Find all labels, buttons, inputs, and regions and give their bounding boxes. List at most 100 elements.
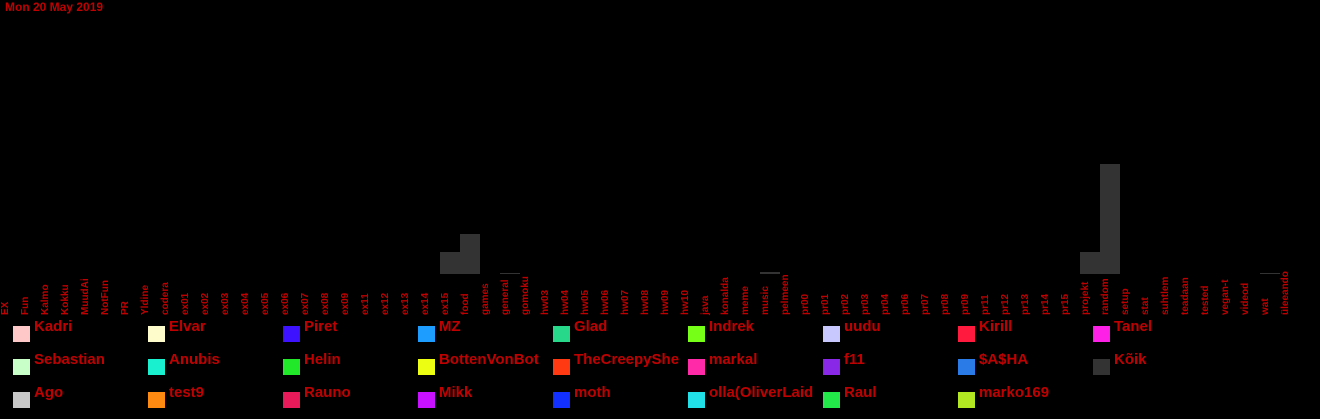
tick-label-pelmeen: pelmeen — [780, 274, 791, 315]
tick-label-food: food — [460, 293, 471, 315]
legend-item: Rauno — [283, 384, 418, 408]
legend: Kadri Elvar Piret MZ Glad Indrek uudu Kirill Tan… — [0, 318, 1320, 418]
legend-item: Raul — [823, 384, 958, 408]
tick-label-NotFun: NotFun — [100, 280, 111, 315]
legend-label: test9 — [169, 384, 205, 401]
tick-label-hw05: hw05 — [580, 290, 591, 315]
chart-date: Mon 20 May 2019 — [5, 0, 104, 14]
legend-swatch — [13, 359, 30, 375]
tick-label-pr01: pr01 — [820, 293, 831, 315]
tick-label-teadaan: teadaan — [1180, 277, 1191, 315]
legend-swatch — [148, 392, 165, 408]
legend-swatch — [283, 326, 300, 342]
tick-label-random: random — [1100, 278, 1111, 315]
tick-label-codera: codera — [160, 282, 171, 315]
tick-label-hw04: hw04 — [560, 290, 571, 315]
legend-swatch — [148, 326, 165, 342]
legend-swatch — [823, 392, 840, 408]
bar-chart: EX Fun Kalmo Kokku MuudAi NotFun PR Yldine coder… — [0, 164, 1291, 316]
legend-swatch — [958, 359, 975, 375]
legend-label: f11 — [844, 351, 865, 368]
legend-swatch — [688, 359, 705, 375]
legend-label: BottenVonBot — [439, 351, 539, 368]
legend-swatch — [418, 359, 435, 375]
legend-label: Glad — [574, 318, 608, 335]
legend-label: Piret — [304, 318, 338, 335]
tick-label-meme: meme — [740, 286, 751, 315]
legend-label: MZ — [439, 318, 461, 335]
legend-swatch — [553, 359, 570, 375]
legend-item: f11 — [823, 351, 958, 375]
tick-label-ex01: ex01 — [180, 292, 191, 315]
legend-item: moth — [553, 384, 688, 408]
legend-label: $A$HA — [979, 351, 1029, 368]
tick-label-Kokku: Kokku — [60, 284, 71, 315]
legend-label: Rauno — [304, 384, 351, 401]
legend-label: Helin — [304, 351, 341, 368]
tick-label-ex05: ex05 — [260, 292, 271, 315]
legend-label: TheCreepyShe — [574, 351, 680, 368]
tick-label-hw06: hw06 — [600, 290, 611, 315]
legend-swatch — [688, 326, 705, 342]
legend-item: Ago — [13, 384, 148, 408]
tick-label-hw07: hw07 — [620, 290, 631, 315]
tick-label-ex12: ex12 — [380, 292, 391, 315]
legend-swatch — [283, 359, 300, 375]
legend-item: uudu — [823, 318, 958, 342]
legend-item: Indrek — [688, 318, 823, 342]
legend-item: $A$HA — [958, 351, 1093, 375]
bar-ex15 — [440, 252, 460, 274]
legend-swatch — [13, 326, 30, 342]
legend-label: markal — [709, 351, 758, 368]
tick-label-pr00: pr00 — [800, 293, 811, 315]
tick-label-pr12: pr12 — [1000, 293, 1011, 315]
tick-label-ex04: ex04 — [240, 292, 251, 315]
tick-label-music: music — [760, 286, 771, 315]
tick-label-pr09: pr09 — [960, 293, 971, 315]
legend-label: Anubis — [169, 351, 220, 368]
legend-swatch — [418, 326, 435, 342]
tick-label-Yldine: Yldine — [140, 285, 151, 315]
legend-label: Tanel — [1114, 318, 1153, 335]
tick-label-ex08: ex08 — [320, 292, 331, 315]
legend-swatch — [553, 392, 570, 408]
legend-label: Elvar — [169, 318, 206, 335]
tick-label-pr14: pr14 — [1040, 293, 1051, 315]
tick-label-konalda: konalda — [720, 277, 731, 315]
tick-label-pr06: pr06 — [900, 293, 911, 315]
legend-item: Glad — [553, 318, 688, 342]
bar-food — [460, 234, 480, 274]
tick-label-pr02: pr02 — [840, 293, 851, 315]
tick-label-ex06: ex06 — [280, 292, 291, 315]
legend-swatch — [13, 392, 30, 408]
legend-item: TheCreepyShe — [553, 351, 688, 375]
legend-label: Kirill — [979, 318, 1013, 335]
legend-item: olla(OliverLaid — [688, 384, 823, 408]
tick-label-projekt: projekt — [1080, 281, 1091, 315]
tick-label-Fun: Fun — [20, 297, 31, 315]
tick-label-videod: videod — [1240, 283, 1251, 315]
legend-swatch — [1093, 326, 1110, 342]
legend-item: markal — [688, 351, 823, 375]
legend-swatch — [1093, 359, 1110, 375]
bar-general — [500, 273, 520, 274]
legend-label: Mikk — [439, 384, 473, 401]
legend-label: Raul — [844, 384, 877, 401]
tick-label-ex09: ex09 — [340, 292, 351, 315]
tick-label-ex13: ex13 — [400, 292, 411, 315]
legend-item: Mikk — [418, 384, 553, 408]
tick-label-ex07: ex07 — [300, 292, 311, 315]
tick-label-MuudAi: MuudAi — [80, 278, 91, 315]
legend-swatch — [823, 326, 840, 342]
legend-swatch — [148, 359, 165, 375]
tick-label-general: general — [500, 279, 511, 315]
bars-group — [440, 164, 1280, 274]
tick-label-stat: stat — [1140, 297, 1151, 315]
tick-label-games: games — [480, 283, 491, 315]
legend-item: MZ — [418, 318, 553, 342]
tick-label-üleeando: üleeando — [1280, 271, 1291, 315]
legend-item: Sebastian — [13, 351, 148, 375]
legend-swatch — [958, 326, 975, 342]
bar-random — [1100, 164, 1120, 274]
tick-label-pr03: pr03 — [860, 293, 871, 315]
